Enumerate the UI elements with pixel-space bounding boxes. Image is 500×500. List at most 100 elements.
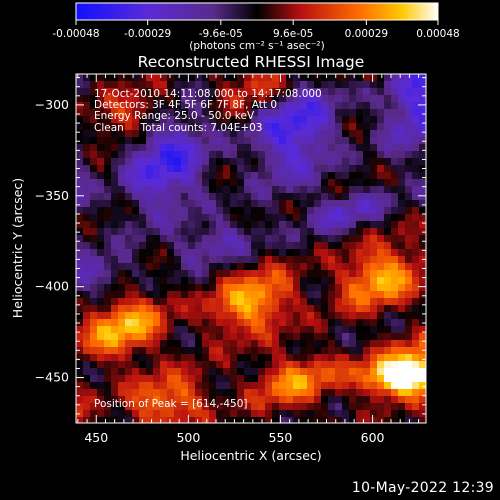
heatmap-cell	[272, 200, 280, 208]
heatmap-cell	[118, 270, 126, 278]
heatmap-cell	[349, 193, 357, 201]
heatmap-cell	[300, 389, 308, 397]
heatmap-cell	[230, 354, 238, 362]
heatmap-cell	[398, 333, 406, 341]
heatmap-cell	[412, 200, 420, 208]
heatmap-cell	[377, 172, 385, 180]
heatmap-cell	[419, 340, 426, 348]
heatmap-cell	[300, 249, 308, 257]
heatmap-cell	[321, 172, 329, 180]
heatmap-cell	[167, 221, 175, 229]
heatmap-cell	[412, 403, 420, 411]
heatmap-cell	[90, 242, 98, 250]
heatmap-cell	[314, 305, 322, 313]
heatmap-cell	[76, 417, 84, 423]
heatmap-cell	[342, 256, 350, 264]
heatmap-cell	[335, 81, 343, 89]
heatmap-cell	[405, 368, 413, 376]
heatmap-cell	[293, 88, 301, 96]
heatmap-cell	[195, 102, 203, 110]
heatmap-cell	[83, 291, 91, 299]
heatmap-cell	[412, 249, 420, 257]
heatmap-cell	[83, 256, 91, 264]
heatmap-cell	[412, 368, 420, 376]
heatmap-cell	[286, 158, 294, 166]
heatmap-cell	[195, 228, 203, 236]
heatmap-cell	[216, 249, 224, 257]
heatmap-cell	[167, 326, 175, 334]
heatmap-cell	[307, 214, 315, 222]
heatmap-cell	[230, 130, 238, 138]
heatmap-cell	[286, 207, 294, 215]
heatmap-cell	[188, 221, 196, 229]
heatmap-cell	[384, 179, 392, 187]
heatmap-cell	[83, 214, 91, 222]
heatmap-cell	[258, 389, 266, 397]
heatmap-cell	[356, 340, 364, 348]
heatmap-cell	[265, 410, 273, 418]
heatmap-cell	[286, 368, 294, 376]
heatmap-cell	[76, 396, 84, 404]
heatmap-cell	[104, 284, 112, 292]
heatmap-cell	[307, 81, 315, 89]
heatmap-cell	[258, 200, 266, 208]
heatmap-cell	[419, 186, 426, 194]
heatmap-cell	[202, 312, 210, 320]
heatmap-cell	[132, 144, 140, 152]
heatmap-cell	[321, 368, 329, 376]
heatmap-cell	[167, 396, 175, 404]
heatmap-cell	[356, 319, 364, 327]
heatmap-cell	[237, 172, 245, 180]
heatmap-cell	[279, 396, 287, 404]
heatmap-cell	[244, 333, 252, 341]
heatmap-cell	[272, 151, 280, 159]
heatmap-cell	[370, 319, 378, 327]
heatmap-cell	[181, 347, 189, 355]
heatmap-cell	[272, 144, 280, 152]
heatmap-cell	[181, 179, 189, 187]
heatmap-cell	[370, 95, 378, 103]
heatmap-cell	[363, 88, 371, 96]
heatmap-cell	[342, 172, 350, 180]
heatmap-cell	[104, 375, 112, 383]
heatmap-cell	[125, 410, 133, 418]
heatmap-cell	[328, 305, 336, 313]
heatmap-cell	[328, 172, 336, 180]
heatmap-cell	[244, 319, 252, 327]
heatmap-cell	[328, 361, 336, 369]
heatmap-cell	[125, 109, 133, 117]
heatmap-cell	[209, 102, 217, 110]
heatmap-cell	[174, 151, 182, 159]
heatmap-cell	[265, 277, 273, 285]
heatmap-cell	[349, 172, 357, 180]
heatmap-cell	[251, 270, 259, 278]
y-tick-label: −450	[35, 370, 69, 385]
heatmap-cell	[349, 298, 357, 306]
heatmap-cell	[321, 291, 329, 299]
heatmap-cell	[139, 186, 147, 194]
heatmap-cell	[139, 298, 147, 306]
heatmap-cell	[314, 165, 322, 173]
heatmap-cell	[195, 137, 203, 145]
heatmap-cell	[384, 361, 392, 369]
heatmap-cell	[230, 368, 238, 376]
heatmap-cell	[139, 361, 147, 369]
heatmap-cell	[83, 389, 91, 397]
heatmap-cell	[125, 326, 133, 334]
heatmap-cell	[286, 165, 294, 173]
heatmap-cell	[83, 109, 91, 117]
heatmap-cell	[181, 326, 189, 334]
heatmap-cell	[363, 228, 371, 236]
heatmap-cell	[76, 361, 84, 369]
heatmap-cell	[314, 326, 322, 334]
heatmap-cell	[391, 88, 399, 96]
heatmap-cell	[279, 298, 287, 306]
heatmap-cell	[405, 375, 413, 383]
heatmap-cell	[412, 305, 420, 313]
heatmap-cell	[328, 207, 336, 215]
heatmap-cell	[118, 242, 126, 250]
heatmap-cell	[405, 354, 413, 362]
heatmap-cell	[398, 179, 406, 187]
heatmap-cell	[223, 109, 231, 117]
heatmap-cell	[104, 221, 112, 229]
